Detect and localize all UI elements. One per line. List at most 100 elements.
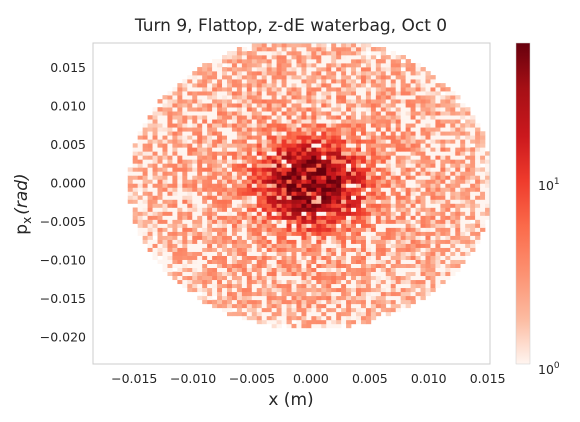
heatmap-cell — [440, 211, 446, 216]
heatmap-cell — [425, 195, 431, 200]
heatmap-cell — [251, 243, 258, 248]
heatmap-cell — [415, 271, 421, 277]
heatmap-cell — [360, 195, 367, 200]
heatmap-cell — [351, 263, 357, 268]
heatmap-cell — [192, 119, 198, 124]
heatmap-cell — [326, 307, 332, 313]
heatmap-cell — [236, 103, 243, 108]
heatmap-cell — [182, 187, 188, 192]
heatmap-cell — [167, 215, 173, 220]
heatmap-cell — [346, 183, 352, 188]
heatmap-cell — [271, 63, 277, 68]
heatmap-cell — [375, 271, 382, 277]
heatmap-cell — [485, 151, 490, 156]
heatmap-cell — [420, 243, 426, 248]
heatmap-cell — [306, 59, 312, 64]
heatmap-cell — [157, 115, 163, 120]
heatmap-cell — [246, 139, 253, 144]
heatmap-cell — [226, 99, 233, 104]
heatmap-cell — [276, 279, 282, 285]
heatmap-cell — [380, 135, 387, 140]
heatmap-cell — [420, 135, 426, 140]
heatmap-cell — [212, 83, 218, 88]
heatmap-cell — [460, 259, 466, 264]
heatmap-cell — [251, 111, 258, 116]
heatmap-cell — [390, 243, 397, 248]
heatmap-cell — [167, 171, 173, 176]
heatmap-cell — [212, 63, 218, 68]
heatmap-cell — [405, 87, 411, 92]
heatmap-cell — [286, 127, 292, 132]
heatmap-cell — [400, 199, 406, 204]
heatmap-cell — [400, 135, 406, 140]
heatmap-cell — [410, 179, 416, 184]
heatmap-cell — [475, 143, 481, 148]
heatmap-cell — [212, 171, 218, 176]
heatmap-cell — [356, 75, 362, 80]
heatmap-cell — [241, 303, 248, 309]
heatmap-cell — [346, 91, 352, 96]
heatmap-cell — [311, 307, 317, 313]
heatmap-cell — [291, 279, 297, 285]
heatmap-cell — [445, 99, 451, 104]
heatmap-cell — [410, 71, 416, 76]
heatmap-cell — [187, 279, 193, 285]
heatmap-cell — [152, 115, 158, 120]
heatmap-cell — [261, 167, 267, 172]
heatmap-cell — [187, 239, 193, 244]
heatmap-cell — [450, 135, 456, 140]
heatmap-cell — [167, 255, 173, 260]
heatmap-cell — [351, 235, 357, 240]
heatmap-cell — [415, 159, 421, 164]
heatmap-cell — [217, 227, 223, 232]
heatmap-cell — [435, 223, 441, 228]
heatmap-cell — [236, 295, 243, 301]
heatmap-cell — [212, 255, 218, 260]
heatmap-cell — [356, 203, 362, 208]
heatmap-cell — [231, 287, 238, 293]
heatmap-cell — [142, 239, 148, 244]
heatmap-cell — [435, 203, 441, 208]
heatmap-cell — [435, 227, 441, 232]
heatmap-cell — [380, 159, 387, 164]
heatmap-cell — [256, 211, 263, 216]
heatmap-cell — [301, 323, 307, 329]
heatmap-cell — [236, 203, 243, 208]
heatmap-cell — [291, 231, 297, 236]
heatmap-cell — [385, 71, 392, 76]
heatmap-cell — [321, 163, 327, 168]
heatmap-cell — [222, 251, 228, 256]
heatmap-cell — [241, 287, 248, 293]
heatmap-cell — [356, 159, 362, 164]
heatmap-cell — [351, 279, 357, 285]
heatmap-cell — [326, 63, 332, 68]
heatmap-cell — [187, 231, 193, 236]
heatmap-cell — [311, 151, 317, 156]
heatmap-cell — [251, 55, 258, 60]
heatmap-cell — [460, 219, 466, 224]
heatmap-cell — [266, 95, 272, 100]
heatmap-cell — [256, 311, 263, 317]
heatmap-cell — [251, 115, 258, 120]
heatmap-cell — [351, 155, 357, 160]
heatmap-cell — [316, 311, 322, 317]
heatmap-cell — [266, 307, 272, 313]
heatmap-cell — [331, 171, 337, 176]
heatmap-cell — [346, 131, 352, 136]
heatmap-cell — [231, 275, 238, 281]
heatmap-cell — [435, 99, 441, 104]
heatmap-cell — [286, 235, 292, 240]
heatmap-cell — [291, 127, 297, 132]
heatmap-cell — [341, 83, 347, 88]
heatmap-cell — [231, 75, 238, 80]
heatmap-cell — [217, 175, 223, 180]
heatmap-cell — [246, 199, 253, 204]
heatmap-cell — [251, 267, 258, 273]
heatmap-cell — [296, 103, 302, 108]
heatmap-cell — [137, 179, 143, 184]
heatmap-cell — [182, 207, 188, 212]
heatmap-cell — [197, 163, 203, 168]
heatmap-cell — [370, 63, 377, 68]
heatmap-cell — [127, 183, 133, 188]
